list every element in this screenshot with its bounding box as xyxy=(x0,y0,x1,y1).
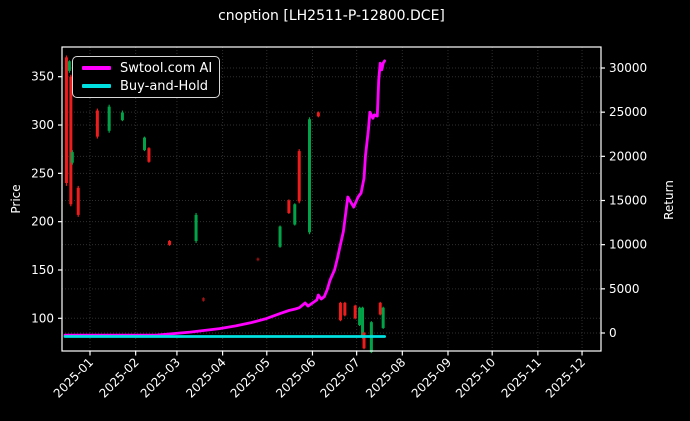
tick-label: 2025-05 xyxy=(228,355,273,400)
up-candle-body xyxy=(361,307,365,338)
tick-label: 350 xyxy=(31,70,54,84)
tick-label: 15000 xyxy=(609,194,647,208)
down-candle-body xyxy=(201,298,205,301)
tick-label: 10000 xyxy=(609,238,647,252)
up-candle-body xyxy=(70,152,74,163)
tick-label: 2025-11 xyxy=(499,355,544,400)
tick-label: 25000 xyxy=(609,105,647,119)
tick-label: 2025-08 xyxy=(363,355,408,400)
tick-label: 0 xyxy=(609,326,617,340)
up-candle-body xyxy=(107,106,111,131)
down-candle-body xyxy=(147,148,151,162)
up-candle-body xyxy=(194,214,198,241)
down-candle-body xyxy=(256,258,260,261)
down-candle-body xyxy=(316,112,320,117)
chart-legend: Swtool.com AI Buy-and-Hold xyxy=(72,56,220,98)
chart-title: cnoption [LH2511-P-12800.DCE] xyxy=(218,8,445,24)
tick-label: 250 xyxy=(31,166,54,180)
down-candle-body xyxy=(343,302,347,316)
return-axis-label: Return xyxy=(662,180,676,220)
legend-label-buy-and-hold: Buy-and-Hold xyxy=(120,78,209,94)
up-candle-body xyxy=(120,112,124,121)
up-candle-body xyxy=(143,137,147,151)
down-candle-body xyxy=(338,302,342,321)
tick-label: 300 xyxy=(31,118,54,132)
ai-line-swatch xyxy=(82,66,111,70)
down-candle-body xyxy=(69,76,73,205)
tick-label: 2025-10 xyxy=(453,355,498,400)
tick-label: 2025-01 xyxy=(51,355,96,400)
down-candle-body xyxy=(353,305,357,319)
tick-label: 2025-12 xyxy=(543,355,588,400)
down-candle-body xyxy=(64,57,68,184)
tick-label: 2025-02 xyxy=(96,355,141,400)
tick-label: 20000 xyxy=(609,149,647,163)
tick-label: 5000 xyxy=(609,282,640,296)
ai-return-line xyxy=(63,59,387,337)
price-axis-label: Price xyxy=(9,184,23,214)
plot-border xyxy=(61,46,602,352)
tick-label: 2025-09 xyxy=(409,355,454,400)
buy-and-hold-line-swatch xyxy=(82,84,111,88)
tick-label: 2025-06 xyxy=(273,355,318,400)
up-candle-body xyxy=(293,204,297,225)
tick-label: 150 xyxy=(31,263,54,277)
tick-label: 30000 xyxy=(609,61,647,75)
up-candle-body xyxy=(67,61,71,71)
candlesticks xyxy=(64,55,385,354)
legend-label-ai: Swtool.com AI xyxy=(120,60,213,76)
up-candle-body xyxy=(308,119,312,233)
tick-label: 100 xyxy=(31,311,54,325)
down-candle-body xyxy=(362,332,366,349)
down-candle-body xyxy=(95,110,99,137)
legend-item-ai: Swtool.com AI xyxy=(73,61,219,76)
tick-label: 2025-04 xyxy=(183,355,228,400)
tick-label: 2025-07 xyxy=(317,355,362,400)
tick-label: 200 xyxy=(31,215,54,229)
axis-ticks xyxy=(58,67,605,356)
down-candle-body xyxy=(378,302,382,315)
up-candle-body xyxy=(358,307,362,326)
down-candle-body xyxy=(168,240,172,245)
down-candle-body xyxy=(297,151,301,202)
down-candle-body xyxy=(287,200,291,213)
legend-item-buy-and-hold: Buy-and-Hold xyxy=(73,79,219,94)
down-candle-body xyxy=(76,187,80,215)
tick-label: 2025-03 xyxy=(138,355,183,400)
up-candle-body xyxy=(381,307,385,328)
up-candle-body xyxy=(278,226,282,247)
